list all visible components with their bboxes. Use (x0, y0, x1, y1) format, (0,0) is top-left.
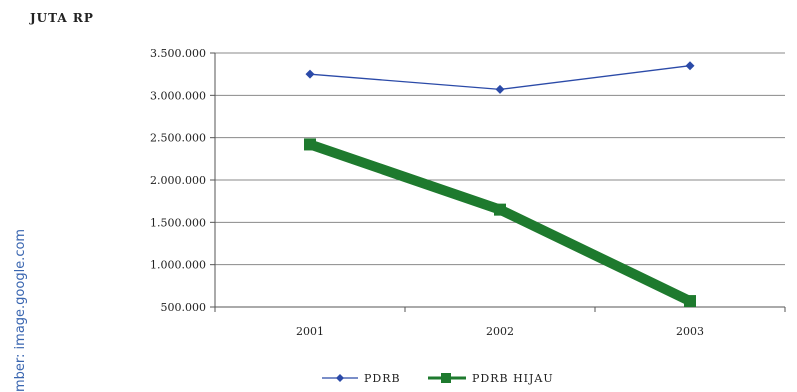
x-tick-label: 2001 (296, 325, 324, 338)
legend: PDRB PDRB HIJAU (322, 372, 554, 385)
y-tick-label: 1.500.000 (150, 216, 206, 229)
legend-label-pdrb-hijau: PDRB HIJAU (472, 372, 554, 385)
data-point-pdrb-hijau (494, 203, 506, 216)
y-tick-label: 1.000.000 (150, 259, 206, 272)
legend-label-pdrb: PDRB (364, 372, 401, 385)
y-axis-unit-label: JUTA RP (29, 11, 94, 25)
y-axis-tick-labels: 500.000 1.000.000 1.500.000 2.000.000 2.500.… (150, 47, 206, 314)
y-tick-label: 500.000 (161, 301, 207, 314)
y-tick-label: 2.500.000 (150, 132, 206, 145)
data-point-pdrb (685, 61, 695, 71)
source-note: mber: image.google.com (13, 229, 28, 392)
y-tick-label: 2.000.000 (150, 174, 206, 187)
legend-marker-pdrb (336, 374, 344, 382)
gridlines (210, 52, 785, 308)
y-tick-label: 3.000.000 (150, 89, 206, 102)
legend-marker-pdrb-hijau (441, 373, 451, 383)
x-tick-label: 2003 (676, 325, 704, 338)
data-point-pdrb-hijau (304, 138, 316, 151)
y-tick-label: 3.500.000 (150, 47, 206, 60)
plot-area (304, 61, 696, 308)
data-point-pdrb (305, 69, 315, 79)
data-point-pdrb-hijau (684, 295, 696, 308)
x-tick-label: 2002 (486, 325, 514, 338)
data-point-pdrb (495, 84, 505, 94)
